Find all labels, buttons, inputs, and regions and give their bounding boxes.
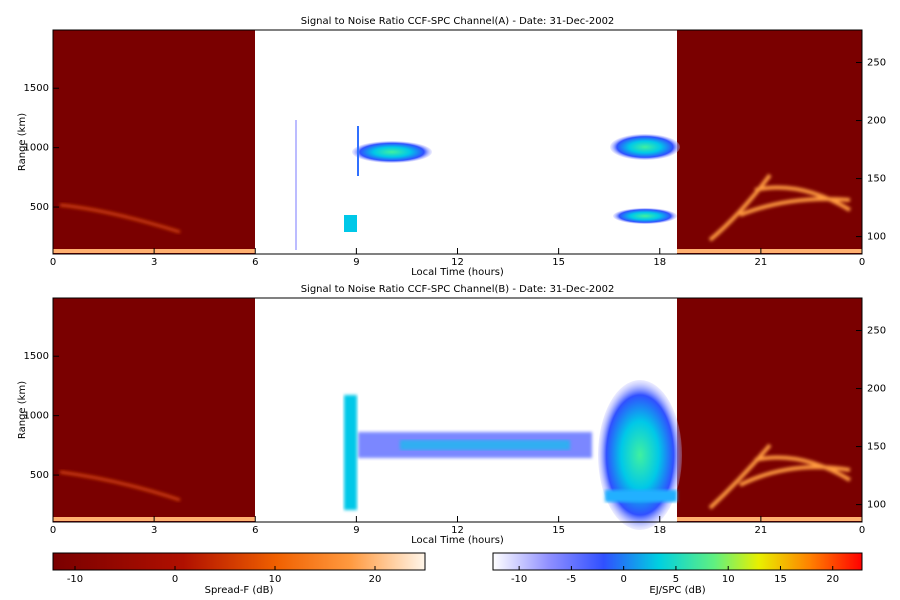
panel-b-image bbox=[53, 298, 862, 530]
colorbar-tick-label: 0 bbox=[620, 574, 626, 585]
y2-tick-label: 100 bbox=[867, 232, 886, 243]
x-tick-label: 15 bbox=[552, 257, 565, 268]
colorbar bbox=[52, 552, 426, 571]
colorbar-label: EJ/SPC (dB) bbox=[649, 585, 705, 596]
panel-a-image bbox=[53, 30, 862, 254]
y-tick-label: 500 bbox=[30, 202, 49, 213]
colorbar bbox=[492, 552, 863, 571]
y-tick-label: 1500 bbox=[24, 83, 49, 94]
x-tick-label: 6 bbox=[252, 525, 258, 536]
colorbar-tick-label: 20 bbox=[369, 574, 382, 585]
x-axis-label: Local Time (hours) bbox=[411, 267, 504, 278]
x-tick-label: 21 bbox=[755, 257, 768, 268]
y2-tick-label: 150 bbox=[867, 442, 886, 453]
x-tick-label: 6 bbox=[252, 257, 258, 268]
y-axis-label: Range (km) bbox=[17, 113, 28, 171]
y-tick-label: 1000 bbox=[24, 143, 49, 154]
x-tick-label: 0 bbox=[50, 525, 56, 536]
x-tick-label: 3 bbox=[151, 525, 157, 536]
y2-tick-label: 250 bbox=[867, 57, 886, 68]
x-tick-label: 12 bbox=[451, 525, 464, 536]
colorbar-label: Spread-F (dB) bbox=[205, 585, 274, 596]
y-tick-label: 1000 bbox=[24, 411, 49, 422]
x-tick-label: 0 bbox=[859, 257, 865, 268]
x-axis-label: Local Time (hours) bbox=[411, 535, 504, 546]
y-tick-label: 1500 bbox=[24, 351, 49, 362]
y2-tick-label: 100 bbox=[867, 500, 886, 511]
chart-title: Signal to Noise Ratio CCF-SPC Channel(A)… bbox=[301, 16, 615, 27]
x-tick-label: 18 bbox=[653, 257, 666, 268]
colorbar-tick-label: -5 bbox=[566, 574, 576, 585]
x-tick-label: 9 bbox=[353, 257, 359, 268]
x-tick-label: 18 bbox=[653, 525, 666, 536]
colorbar-tick-label: 20 bbox=[826, 574, 839, 585]
colorbar-tick-label: 5 bbox=[673, 574, 679, 585]
x-tick-label: 21 bbox=[755, 525, 768, 536]
colorbar-tick-label: 0 bbox=[172, 574, 178, 585]
colorbar-tick-label: 15 bbox=[774, 574, 787, 585]
colorbar-tick-label: 10 bbox=[269, 574, 282, 585]
colorbar-tick-label: -10 bbox=[67, 574, 83, 585]
y-tick-label: 500 bbox=[30, 470, 49, 481]
colorbar-tick-label: 10 bbox=[722, 574, 735, 585]
colorbar-tick-label: -10 bbox=[511, 574, 527, 585]
y2-tick-label: 200 bbox=[867, 384, 886, 395]
chart-title: Signal to Noise Ratio CCF-SPC Channel(B)… bbox=[301, 284, 615, 295]
x-tick-label: 12 bbox=[451, 257, 464, 268]
x-tick-label: 0 bbox=[859, 525, 865, 536]
x-tick-label: 9 bbox=[353, 525, 359, 536]
y2-tick-label: 250 bbox=[867, 325, 886, 336]
y-axis-label: Range (km) bbox=[17, 381, 28, 439]
x-tick-label: 15 bbox=[552, 525, 565, 536]
y2-tick-label: 200 bbox=[867, 116, 886, 127]
x-tick-label: 3 bbox=[151, 257, 157, 268]
y2-tick-label: 150 bbox=[867, 174, 886, 185]
x-tick-label: 0 bbox=[50, 257, 56, 268]
